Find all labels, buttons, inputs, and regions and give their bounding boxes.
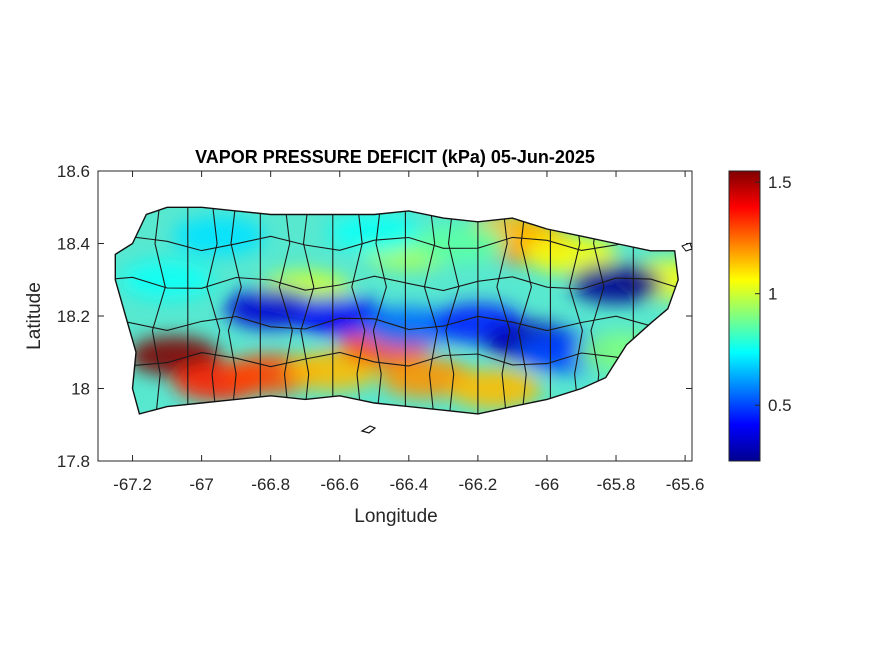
chart-title: VAPOR PRESSURE DEFICIT (kPa) 05-Jun-2025 (195, 147, 595, 167)
municipality-boundary (351, 207, 366, 414)
municipality-boundary (206, 207, 221, 414)
municipality-boundary (151, 207, 166, 414)
vpd-cell (570, 263, 663, 304)
x-tick-label: -67.2 (113, 475, 152, 494)
y-tick-label: 18.2 (57, 307, 90, 326)
vpd-cell (293, 296, 386, 336)
x-tick-label: -67 (189, 475, 214, 494)
x-tick-label: -66.6 (320, 475, 359, 494)
x-axis-label: Longitude (354, 506, 437, 527)
colorbar-ticks: 0.5 1 1.5 (755, 173, 792, 415)
municipality-boundary (278, 207, 293, 414)
y-axis-label: Latitude (24, 282, 45, 350)
municipality-boundary (115, 315, 679, 332)
x-axis-ticks: -67.2 -67 -66.8 -66.6 -66.4 -66.2 -66 -65.8 -65.… (113, 171, 704, 494)
x-tick-label: -66.4 (389, 475, 428, 494)
vpd-cell (449, 368, 542, 409)
municipality-boundary (372, 207, 387, 414)
vpd-cell (224, 288, 317, 329)
municipality-boundary (115, 351, 679, 368)
municipality-boundary (115, 235, 679, 252)
vpd-cell (121, 259, 214, 300)
x-tick-label: -66 (535, 475, 560, 494)
municipality-boundary (115, 275, 679, 292)
y-tick-label: 18.4 (57, 235, 90, 254)
colorbar-tick-label: 0.5 (768, 396, 792, 415)
y-tick-label: 17.8 (57, 452, 90, 471)
colorbar-tick-label: 1.5 (768, 173, 792, 192)
y-axis-ticks: 17.8 18 18.2 18.4 18.6 (57, 162, 692, 471)
colorbar (728, 170, 761, 462)
x-tick-label: -65.6 (666, 475, 705, 494)
vpd-cell (380, 357, 473, 398)
vpd-cell (328, 212, 421, 253)
municipality-boundary (496, 207, 511, 414)
x-tick-label: -66.8 (251, 475, 290, 494)
municipality-boundary (445, 207, 460, 414)
coastline (114, 206, 679, 415)
y-tick-label: 18.6 (57, 162, 90, 181)
municipality-boundary (423, 207, 438, 414)
x-tick-label: -66.2 (459, 475, 498, 494)
x-tick-label: -65.8 (597, 475, 636, 494)
vpd-cell (362, 306, 455, 347)
y-tick-label: 18 (71, 380, 90, 399)
vpd-cell (172, 216, 265, 257)
municipality-boundary (227, 207, 242, 414)
municipality-boundary (517, 207, 532, 414)
municipality-boundary (300, 207, 315, 414)
vieques-islet (360, 425, 377, 434)
vpd-cell (414, 223, 507, 264)
colorbar-tick-label: 1 (768, 285, 777, 304)
